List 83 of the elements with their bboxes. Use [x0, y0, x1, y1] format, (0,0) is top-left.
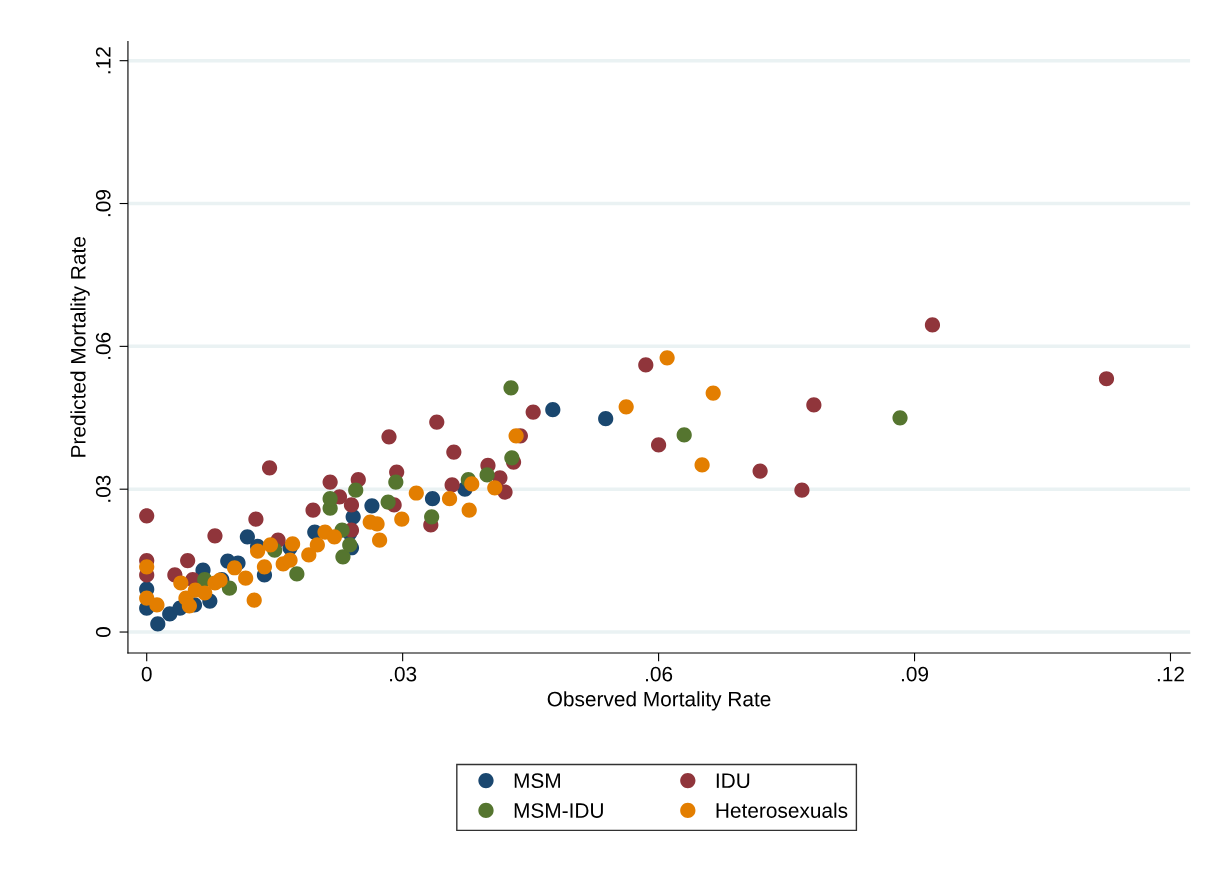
- x-tick-label: .03: [390, 666, 417, 682]
- point: [309, 537, 325, 553]
- point: [464, 476, 480, 492]
- point: [335, 549, 351, 565]
- point: [1098, 371, 1115, 387]
- point: [207, 528, 223, 544]
- y-tick-label: .12: [95, 47, 111, 74]
- point: [806, 397, 822, 413]
- point: [139, 559, 155, 575]
- point: [429, 414, 445, 430]
- point: [752, 463, 768, 479]
- point: [238, 570, 254, 586]
- point: [322, 474, 338, 490]
- point: [694, 457, 710, 473]
- legend-label: MSM: [514, 773, 560, 789]
- point: [326, 529, 343, 545]
- point: [525, 404, 541, 420]
- x-tick-label: .12: [1157, 666, 1184, 682]
- point: [381, 429, 397, 445]
- point: [618, 399, 634, 415]
- point: [226, 560, 243, 576]
- point: [924, 317, 941, 333]
- point: [284, 536, 301, 552]
- y-axis-title: Predicted Mortality Rate: [70, 237, 90, 457]
- point: [504, 450, 520, 466]
- point: [364, 498, 380, 514]
- point: [197, 585, 213, 601]
- point: [638, 357, 654, 373]
- point: [794, 482, 810, 498]
- legend-label: MSM-IDU: [514, 803, 603, 818]
- point: [250, 543, 266, 559]
- point: [487, 480, 503, 496]
- point: [659, 350, 675, 366]
- point: [246, 592, 262, 608]
- y-tick-label: .03: [95, 475, 111, 502]
- point: [446, 444, 462, 460]
- point: [289, 566, 305, 582]
- legend-label: IDU: [716, 773, 750, 789]
- x-tick-label: .06: [646, 666, 673, 682]
- point: [892, 410, 908, 426]
- point: [348, 482, 364, 498]
- point: [221, 580, 238, 596]
- point: [441, 491, 458, 507]
- point: [598, 411, 614, 427]
- point: [301, 547, 317, 563]
- point: [262, 537, 279, 553]
- point: [444, 477, 460, 493]
- point: [248, 511, 264, 527]
- point: [372, 532, 388, 548]
- y-tick-label: .09: [95, 190, 111, 217]
- point: [424, 491, 441, 507]
- legend-label: Heterosexuals: [716, 802, 848, 818]
- y-tick-label: 0: [95, 627, 111, 638]
- point: [424, 509, 440, 525]
- x-tick-label: 0: [141, 666, 152, 682]
- point: [503, 380, 519, 396]
- point: [545, 402, 561, 418]
- y-tick-label: .06: [95, 332, 111, 359]
- point: [508, 428, 524, 444]
- x-tick-label: .09: [901, 666, 929, 682]
- point: [149, 597, 165, 613]
- point: [388, 474, 404, 490]
- point: [676, 427, 692, 443]
- point: [305, 502, 321, 518]
- point: [650, 437, 667, 453]
- point: [394, 511, 410, 527]
- point: [408, 485, 424, 501]
- point: [150, 616, 166, 632]
- point: [256, 559, 273, 575]
- point: [705, 385, 721, 401]
- point: [380, 494, 396, 510]
- point: [282, 552, 298, 568]
- x-axis-title: Observed Mortality Rate: [547, 691, 771, 711]
- point: [139, 508, 155, 524]
- point: [261, 460, 278, 476]
- point: [239, 529, 255, 545]
- point: [181, 598, 197, 614]
- point: [479, 467, 495, 483]
- point: [343, 497, 360, 513]
- point: [369, 516, 385, 532]
- point: [173, 575, 189, 591]
- point: [180, 553, 196, 569]
- point: [461, 502, 477, 518]
